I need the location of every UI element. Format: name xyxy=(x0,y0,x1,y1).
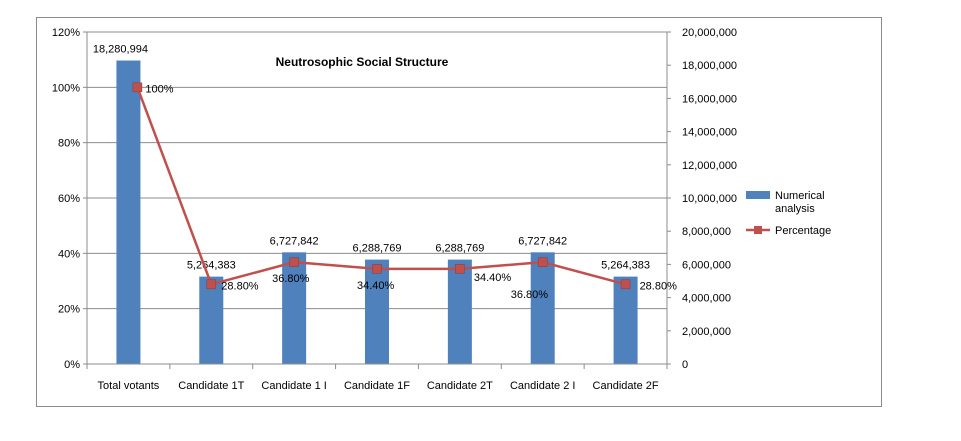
right-tick-label: 14,000,000 xyxy=(682,127,737,139)
line-data-label: 100% xyxy=(145,83,173,95)
line-data-label: 28.80% xyxy=(640,280,678,292)
line-point-marker xyxy=(455,264,465,274)
x-tick-label: Candidate 1 I xyxy=(261,380,326,392)
legend-label-numerical: Numerical xyxy=(775,190,825,202)
right-tick-label: 16,000,000 xyxy=(682,93,737,105)
line-point-marker xyxy=(132,82,143,93)
bar xyxy=(447,259,472,364)
right-tick-label: 20,000,000 xyxy=(682,27,737,39)
legend-line-marker xyxy=(754,226,762,234)
left-tick-label: 120% xyxy=(52,27,80,39)
x-tick-label: Candidate 1F xyxy=(344,380,410,392)
left-tick-label: 100% xyxy=(52,82,80,94)
bar xyxy=(613,276,638,364)
legend-label-percentage: Percentage xyxy=(775,225,831,237)
bar xyxy=(530,252,555,364)
bar-data-label: 6,288,769 xyxy=(435,243,484,255)
bar-data-label: 6,727,842 xyxy=(518,235,567,247)
left-tick-label: 80% xyxy=(58,138,80,150)
left-tick-label: 60% xyxy=(58,193,80,205)
x-tick-label: Candidate 2 I xyxy=(510,380,575,392)
bar xyxy=(116,60,141,365)
bar-data-label: 5,264,383 xyxy=(601,260,650,272)
bar-data-label: 5,264,383 xyxy=(187,260,236,272)
right-tick-label: 4,000,000 xyxy=(682,293,731,305)
bar-data-label: 6,727,842 xyxy=(270,235,319,247)
left-tick-label: 0% xyxy=(64,359,80,371)
line-point-marker xyxy=(206,279,217,290)
x-tick-label: Total votants xyxy=(98,380,160,392)
x-tick-label: Candidate 2T xyxy=(427,380,493,392)
line-data-label: 34.40% xyxy=(474,272,512,284)
x-tick-label: Candidate 2F xyxy=(593,380,659,392)
right-tick-label: 8,000,000 xyxy=(682,226,731,238)
bar xyxy=(282,252,307,364)
line-point-marker xyxy=(537,257,548,267)
legend-label-numerical-cont: analysis xyxy=(775,203,815,215)
bar xyxy=(199,276,224,364)
bar xyxy=(365,259,389,364)
line-point-marker xyxy=(372,264,382,274)
line-point-marker xyxy=(289,257,299,267)
bar-data-label: 18,280,994 xyxy=(93,44,148,56)
bar-data-label: 6,288,769 xyxy=(353,243,402,255)
right-tick-label: 18,000,000 xyxy=(682,60,737,72)
right-tick-label: 6,000,000 xyxy=(682,259,731,271)
right-tick-label: 2,000,000 xyxy=(682,326,731,338)
left-tick-label: 40% xyxy=(58,248,80,260)
line-data-label: 36.80% xyxy=(272,273,310,285)
right-tick-label: 0 xyxy=(682,359,688,371)
chart-title: Neutrosophic Social Structure xyxy=(276,55,449,69)
x-tick-label: Candidate 1T xyxy=(178,380,244,392)
line-data-label: 34.40% xyxy=(357,280,395,292)
line-point-marker xyxy=(620,279,631,290)
right-tick-label: 12,000,000 xyxy=(682,160,737,172)
left-tick-label: 20% xyxy=(58,304,80,316)
right-tick-label: 10,000,000 xyxy=(682,193,737,205)
line-data-label: 28.80% xyxy=(221,280,259,292)
line-data-label: 36.80% xyxy=(511,289,549,301)
legend-bar-swatch xyxy=(746,191,770,199)
